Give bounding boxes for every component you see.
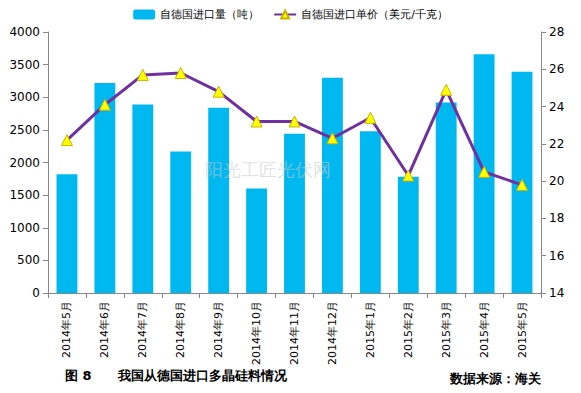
svg-text:2015年5月: 2015年5月 <box>516 301 529 358</box>
svg-text:2014年10月: 2014年10月 <box>250 301 263 365</box>
svg-text:4000: 4000 <box>9 25 40 39</box>
svg-text:2000: 2000 <box>9 156 40 170</box>
svg-text:2014年7月: 2014年7月 <box>136 301 149 358</box>
svg-text:20: 20 <box>549 174 564 188</box>
svg-text:2014年6月: 2014年6月 <box>98 301 111 358</box>
svg-text:2015年2月: 2015年2月 <box>402 301 415 358</box>
svg-text:图 8 我国从德国进口多晶硅料情况: 图 8 我国从德国进口多晶硅料情况 <box>65 368 288 383</box>
svg-text:2015年1月: 2015年1月 <box>364 301 377 358</box>
svg-text:18: 18 <box>549 211 564 225</box>
svg-text:自德国进口量（吨）: 自德国进口量（吨） <box>160 8 259 21</box>
svg-text:24: 24 <box>549 100 564 114</box>
svg-text:3000: 3000 <box>9 90 40 104</box>
svg-text:阳光工匠光伏网: 阳光工匠光伏网 <box>205 159 331 180</box>
svg-text:26: 26 <box>549 62 564 76</box>
svg-text:1000: 1000 <box>9 221 40 235</box>
svg-text:22: 22 <box>549 137 564 151</box>
svg-text:2015年4月: 2015年4月 <box>478 301 491 358</box>
svg-text:1500: 1500 <box>9 188 40 202</box>
svg-text:2015年3月: 2015年3月 <box>440 301 453 358</box>
svg-text:14: 14 <box>549 286 564 300</box>
svg-text:数据来源：海关: 数据来源：海关 <box>449 371 542 386</box>
svg-text:2500: 2500 <box>9 123 40 137</box>
svg-text:28: 28 <box>549 25 564 39</box>
svg-text:2014年11月: 2014年11月 <box>288 301 301 365</box>
svg-text:0: 0 <box>32 286 40 300</box>
svg-text:2014年9月: 2014年9月 <box>212 301 225 358</box>
svg-text:500: 500 <box>17 253 40 267</box>
svg-text:16: 16 <box>549 249 564 263</box>
svg-text:自德国进口单价（美元/千克）: 自德国进口单价（美元/千克） <box>301 8 448 21</box>
svg-text:3500: 3500 <box>9 58 40 72</box>
svg-text:2014年5月: 2014年5月 <box>60 301 73 358</box>
svg-text:2014年12月: 2014年12月 <box>326 301 339 365</box>
svg-text:2014年8月: 2014年8月 <box>174 301 187 358</box>
